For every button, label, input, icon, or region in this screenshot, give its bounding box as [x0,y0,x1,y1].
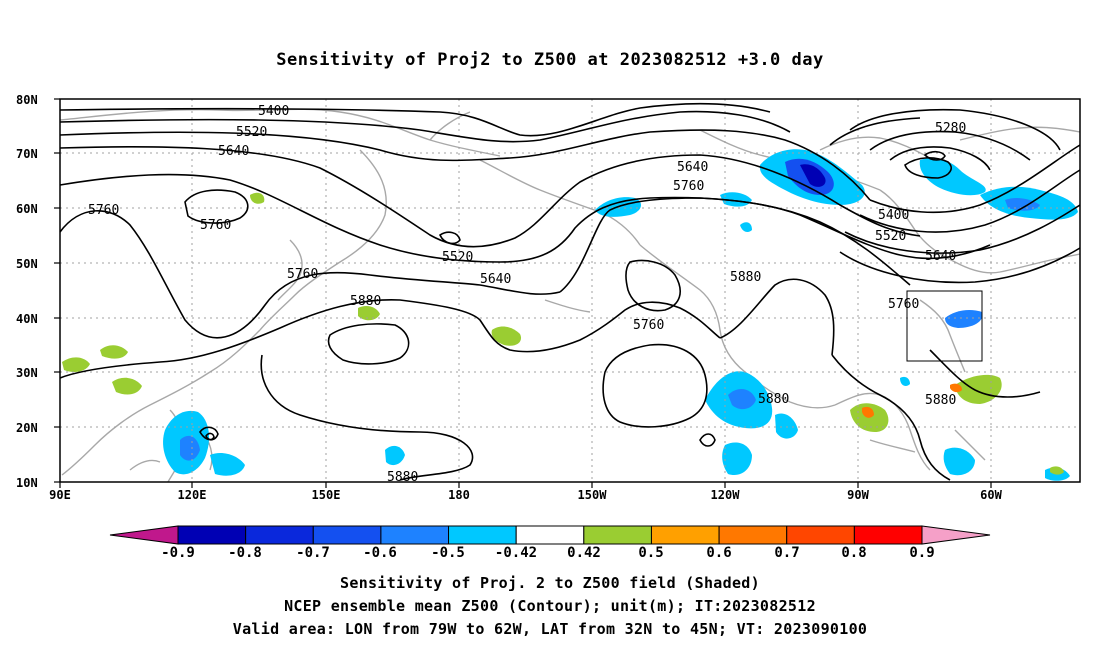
lon-label: 150W [578,488,608,502]
graticule [60,99,1080,482]
caption-shaded: Sensitivity of Proj. 2 to Z500 field (Sh… [340,574,760,592]
lat-label: 40N [16,312,38,326]
contour-label: 5760 [673,179,704,194]
contour-label: 5640 [218,144,249,159]
contour-label: 5760 [287,267,318,282]
longitude-labels: 90E 120E 150E 180 150W 120W 90W 60W [49,488,1002,502]
contour-label: 5880 [925,393,956,408]
colorbar-cell [312,525,382,545]
contour-label: 5880 [730,270,761,285]
contour-label: 5520 [236,125,267,140]
contour-label: 5760 [200,218,231,233]
colorbar-label: -0.8 [228,545,262,561]
colorbar-label: 0.42 [567,545,601,561]
z500-contours [59,102,1081,481]
colorbar-label: 0.9 [909,545,934,561]
colorbar-cell [515,525,585,545]
colorbar-label: -0.9 [161,545,195,561]
colorbar-label: -0.5 [431,545,465,561]
lat-label: 50N [16,257,38,271]
colorbar-cell [583,525,652,545]
lat-label: 30N [16,366,38,380]
valid-area-box [906,290,983,362]
contour-label: 5880 [758,392,789,407]
caption-contour: NCEP ensemble mean Z500 (Contour); unit(… [284,597,816,615]
colorbar-cell [786,525,855,545]
lon-label: 120E [178,488,207,502]
colorbar-cell [718,525,788,545]
colorbar-label: 0.5 [638,545,663,561]
lat-label: 70N [16,147,38,161]
lat-label: 80N [16,93,38,107]
contour-label: 5880 [350,294,381,309]
colorbar-cell [448,525,517,545]
lon-label: 90W [847,488,869,502]
map-frame [59,98,1081,483]
lon-label: 60W [980,488,1002,502]
colorbar-cell [650,525,720,545]
colorbar-label: 0.6 [706,545,731,561]
colorbar-cell [380,525,450,545]
colorbar-cells [177,525,923,545]
contour-label: 5400 [878,208,909,223]
colorbar-cell [853,525,923,545]
contour-label: 5640 [925,249,956,264]
latitude-labels: 80N 70N 60N 50N 40N 30N 20N 10N [16,93,38,490]
lon-label: 90E [49,488,71,502]
contour-labels: 5400 5520 5640 5760 5760 5280 5640 5760 … [88,104,966,485]
contour-label: 5520 [875,229,906,244]
contour-label: 5280 [935,121,966,136]
contour-label: 5640 [480,272,511,287]
colorbar-label: 0.7 [774,545,799,561]
colorbar-labels: -0.9 -0.8 -0.7 -0.6 -0.5 -0.42 0.42 0.5 … [161,545,935,561]
caption-valid-area: Valid area: LON from 79W to 62W, LAT fro… [232,620,868,638]
colorbar-label: 0.8 [841,545,866,561]
colorbar-label: -0.42 [495,545,537,561]
lon-label: 180 [448,488,470,502]
contour-label: 5640 [677,160,708,175]
colorbar-cell [177,525,247,545]
plot-title: Sensitivity of Proj2 to Z500 at 20230825… [276,50,824,70]
axis-ticks [54,98,992,488]
contour-label: 5760 [633,318,664,333]
lat-label: 20N [16,421,38,435]
contour-label: 5400 [258,104,289,119]
colorbar: -0.9 -0.8 -0.7 -0.6 -0.5 -0.42 0.42 0.5 … [109,525,991,561]
lon-label: 120W [711,488,741,502]
colorbar-label: -0.7 [296,545,330,561]
lon-label: 150E [312,488,341,502]
contour-label: 5520 [442,250,473,265]
colorbar-label: -0.6 [363,545,397,561]
contour-label: 5760 [88,203,119,218]
colorbar-high-extension [921,525,991,545]
colorbar-low-extension [109,525,179,545]
lat-label: 10N [16,476,38,490]
lat-label: 60N [16,202,38,216]
contour-label: 5760 [888,297,919,312]
colorbar-cell [245,525,314,545]
